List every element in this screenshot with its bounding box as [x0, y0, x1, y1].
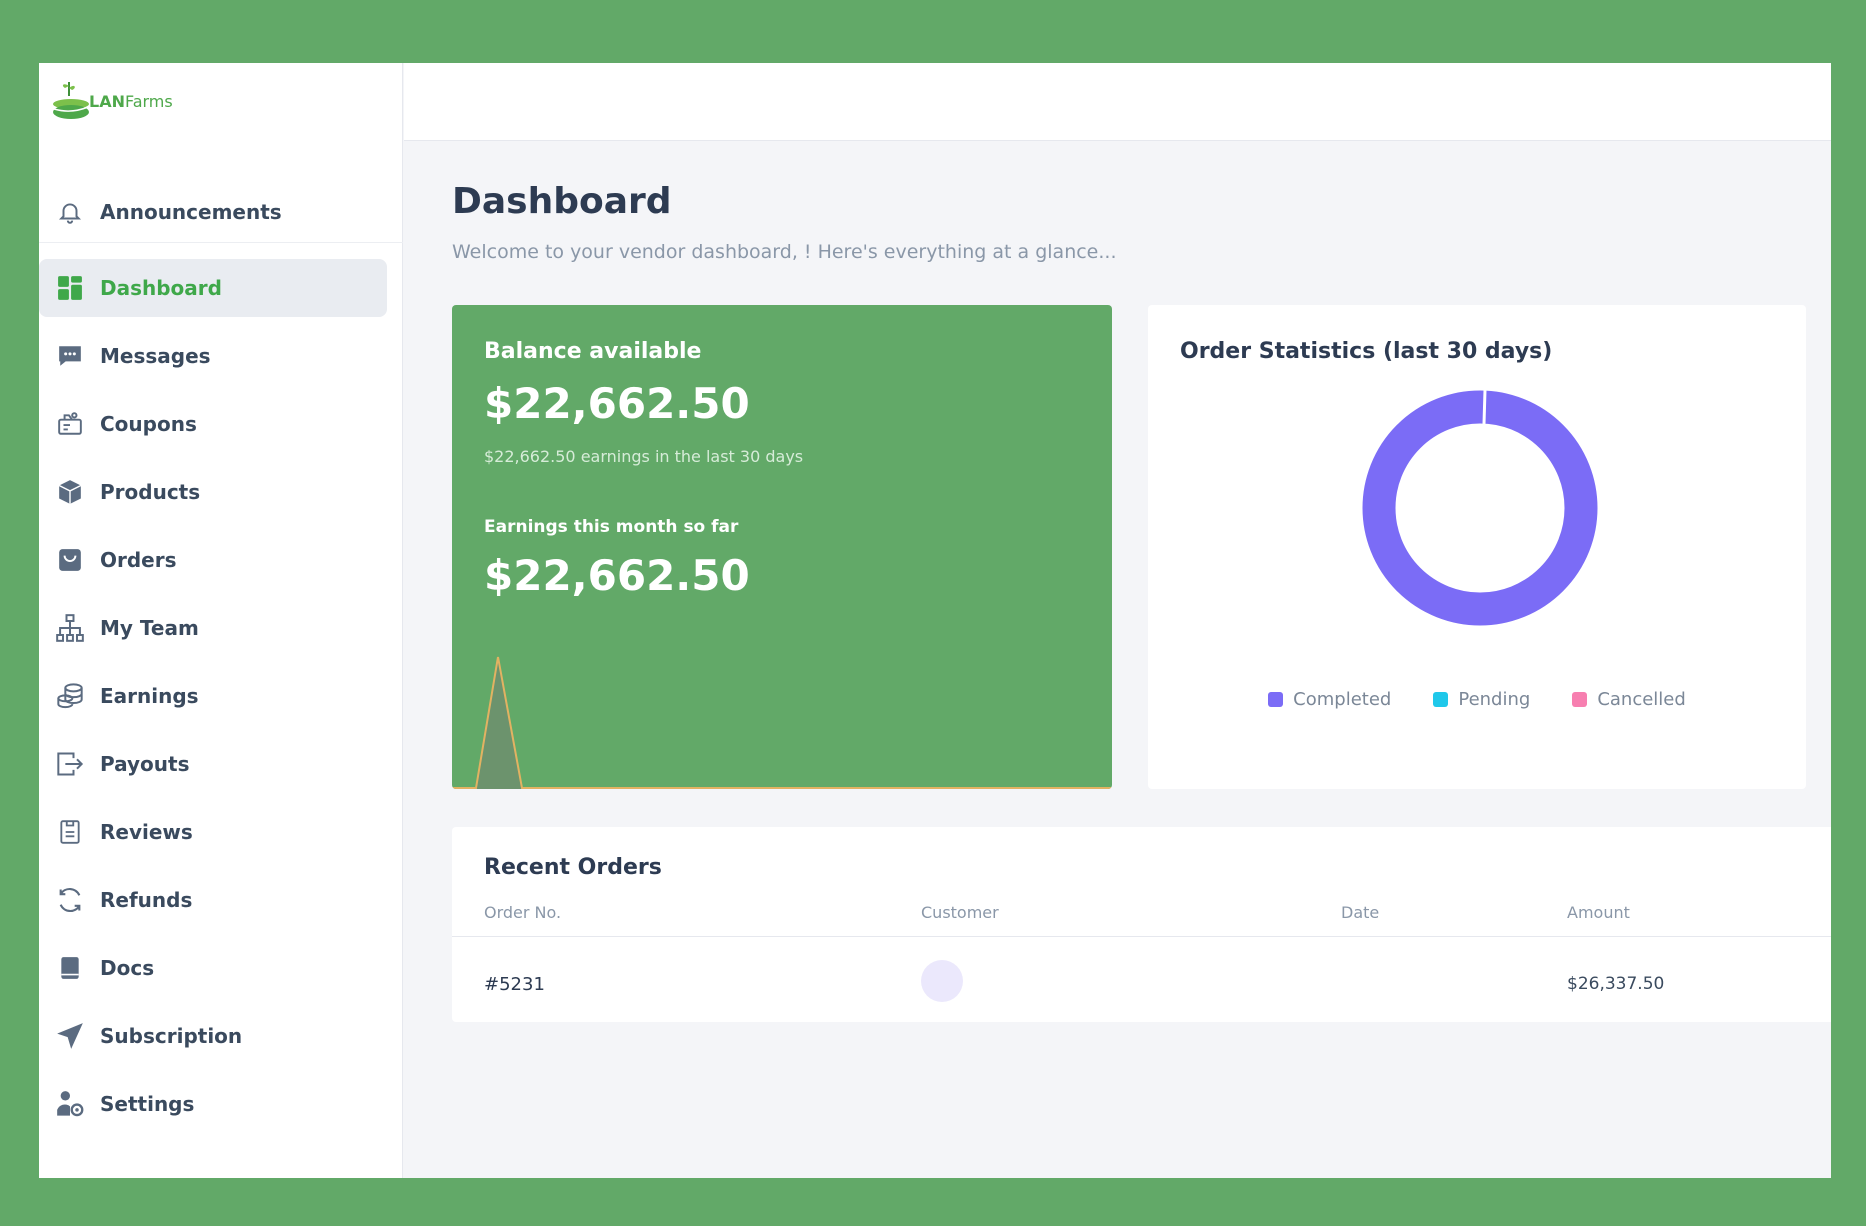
sidebar-item-label: Payouts — [100, 752, 190, 776]
sidebar-item-label: Messages — [100, 344, 211, 368]
column-header-customer[interactable]: Customer — [921, 903, 999, 922]
sidebar-item-messages[interactable]: Messages — [39, 327, 387, 385]
sidebar-item-label: Earnings — [100, 684, 199, 708]
recent-orders-card: Recent Orders Order No. Customer Date Am… — [452, 827, 1831, 1022]
sidebar-item-label: Settings — [100, 1092, 195, 1116]
sidebar-item-subscription[interactable]: Subscription — [39, 1007, 387, 1065]
legend-label: Completed — [1293, 689, 1392, 710]
sparkline-line — [452, 656, 1112, 789]
legend-item-cancelled[interactable]: Cancelled — [1572, 689, 1686, 710]
legend-swatch — [1433, 692, 1449, 707]
app-window: LANFarms Announcements Dashboard Message… — [39, 63, 1831, 1178]
month-earnings-amount: $22,662.50 — [484, 551, 750, 600]
book-icon — [55, 953, 85, 983]
team-icon — [55, 613, 85, 643]
bell-icon — [55, 197, 85, 227]
table-divider — [452, 936, 1831, 937]
legend-swatch — [1572, 692, 1588, 707]
logo[interactable]: LANFarms — [51, 75, 173, 127]
bag-icon — [55, 545, 85, 575]
sidebar-item-label: Docs — [100, 956, 155, 980]
sidebar-item-earnings[interactable]: Earnings — [39, 667, 387, 725]
earnings-sparkline — [452, 656, 1112, 789]
logo-mark-icon — [53, 82, 89, 119]
order-donut-chart[interactable] — [1362, 390, 1598, 626]
sidebar-item-label: Products — [100, 480, 201, 504]
order-number[interactable]: #5231 — [484, 974, 545, 995]
sidebar-item-label: Coupons — [100, 412, 197, 436]
sidebar-item-label: Dashboard — [100, 276, 222, 300]
recent-orders-title: Recent Orders — [484, 855, 662, 880]
chat-icon — [55, 341, 85, 371]
page-title: Dashboard — [452, 181, 672, 222]
coins-icon — [55, 681, 85, 711]
balance-card: Balance available $22,662.50 $22,662.50 … — [452, 305, 1112, 789]
sidebar-item-label: Announcements — [100, 199, 282, 224]
avatar — [921, 960, 963, 1002]
sidebar-item-label: Reviews — [100, 820, 193, 844]
column-header-order-no[interactable]: Order No. — [484, 903, 562, 922]
column-header-amount[interactable]: Amount — [1567, 903, 1630, 922]
donut-slice-completed — [1362, 390, 1598, 626]
sidebar-item-label: My Team — [100, 616, 199, 640]
month-earnings-label: Earnings this month so far — [484, 517, 739, 537]
sidebar-item-products[interactable]: Products — [39, 463, 387, 521]
sidebar-item-payouts[interactable]: Payouts — [39, 735, 387, 793]
page-subtitle: Welcome to your vendor dashboard, ! Here… — [452, 241, 1117, 263]
column-header-date[interactable]: Date — [1341, 903, 1380, 922]
legend-label: Cancelled — [1597, 689, 1686, 710]
donut-slice-gap — [1482, 390, 1487, 425]
payout-icon — [55, 749, 85, 779]
order-statistics-card: Order Statistics (last 30 days) Complete… — [1148, 305, 1806, 789]
sidebar-item-docs[interactable]: Docs — [39, 939, 387, 997]
balance-label: Balance available — [484, 339, 702, 364]
sidebar-item-reviews[interactable]: Reviews — [39, 803, 387, 861]
sidebar-item-label: Refunds — [100, 888, 193, 912]
user-gear-icon — [55, 1089, 85, 1119]
sidebar-item-announcements[interactable]: Announcements — [39, 181, 403, 243]
box-icon — [55, 477, 85, 507]
balance-sub: $22,662.50 earnings in the last 30 days — [484, 447, 804, 466]
stats-title: Order Statistics (last 30 days) — [1180, 339, 1553, 364]
logo-text: LANFarms — [89, 91, 173, 111]
clipboard-icon — [55, 817, 85, 847]
sparkline-area — [476, 657, 522, 789]
legend-item-completed[interactable]: Completed — [1268, 689, 1391, 710]
refresh-icon — [55, 885, 85, 915]
coupon-icon — [55, 409, 85, 439]
sidebar-item-orders[interactable]: Orders — [39, 531, 387, 589]
send-icon — [55, 1021, 85, 1051]
grid-icon — [55, 273, 85, 303]
sidebar-item-label: Orders — [100, 548, 177, 572]
legend-label: Pending — [1458, 689, 1531, 710]
sidebar: LANFarms Announcements Dashboard Message… — [39, 63, 403, 1178]
balance-amount: $22,662.50 — [484, 379, 750, 428]
sidebar-item-label: Subscription — [100, 1024, 243, 1048]
sidebar-item-dashboard[interactable]: Dashboard — [39, 259, 387, 317]
sidebar-item-refunds[interactable]: Refunds — [39, 871, 387, 929]
top-bar — [404, 63, 1831, 141]
sidebar-item-settings[interactable]: Settings — [39, 1075, 387, 1133]
legend-item-pending[interactable]: Pending — [1433, 689, 1530, 710]
sidebar-item-my-team[interactable]: My Team — [39, 599, 387, 657]
legend-swatch — [1268, 692, 1284, 707]
sidebar-item-coupons[interactable]: Coupons — [39, 395, 387, 453]
chart-legend: Completed Pending Cancelled — [1148, 689, 1806, 710]
order-amount: $26,337.50 — [1567, 974, 1665, 994]
